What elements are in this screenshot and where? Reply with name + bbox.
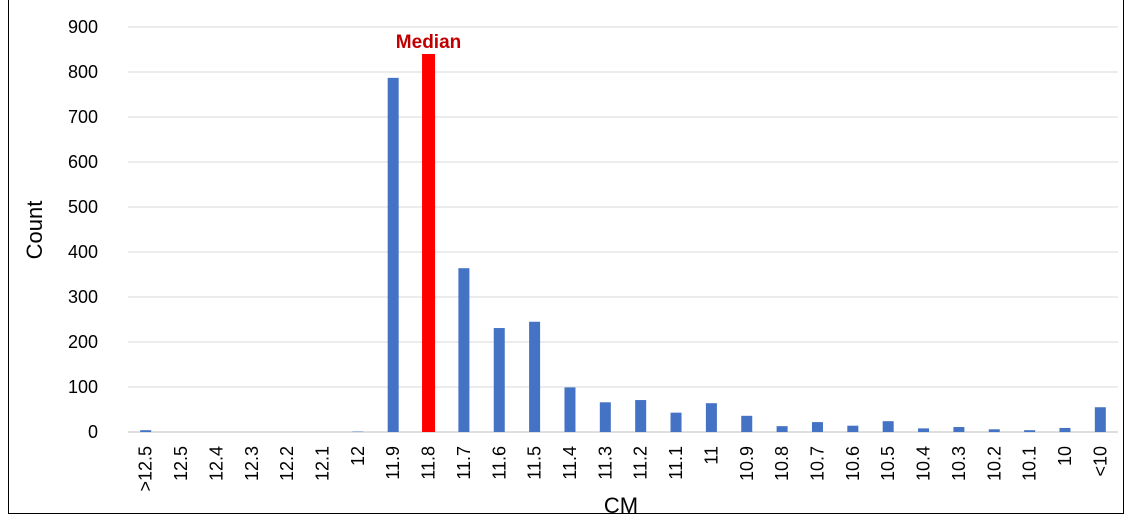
x-tick-label: 12.2: [277, 446, 297, 481]
y-tick-label: 300: [68, 287, 98, 307]
bar: [705, 403, 717, 432]
x-tick-label: 12: [348, 446, 368, 466]
bar: [493, 328, 505, 432]
x-tick-label: 11.1: [666, 446, 686, 480]
bar: [529, 321, 541, 432]
median-annotation: Median: [396, 32, 461, 53]
x-tick-label: <10: [1090, 446, 1110, 477]
x-tick-label: 11.8: [419, 446, 439, 480]
bar: [458, 268, 470, 432]
x-tick-label: 11: [701, 446, 721, 465]
x-tick-label: 11.3: [595, 446, 615, 480]
x-tick-label: 11.9: [383, 446, 403, 480]
gridlines: [128, 26, 1118, 433]
x-tick-label: 11.5: [525, 446, 545, 480]
bars: [140, 54, 1106, 432]
y-tick-label: 900: [68, 17, 98, 37]
bar: [387, 77, 399, 432]
x-tick-label: 10.3: [949, 446, 969, 481]
x-tick-label: 10.9: [737, 446, 757, 481]
bar: [140, 430, 152, 432]
y-tick-label: 600: [68, 152, 98, 172]
x-axis-title: CM: [604, 493, 638, 518]
x-tick-label: 12.1: [312, 446, 332, 481]
y-axis-title: Count: [22, 201, 47, 260]
x-tick-label: 12.3: [242, 446, 262, 481]
bar: [1024, 430, 1036, 432]
x-tick-label: 10.6: [843, 446, 863, 481]
bar: [988, 429, 1000, 432]
x-tick-label: 10.1: [1020, 446, 1040, 481]
chart-frame: [8, 0, 1124, 514]
x-tick-label: 11.6: [489, 446, 509, 480]
bar: [847, 425, 859, 432]
bar: [811, 422, 823, 432]
bar: [776, 426, 788, 432]
bar: [1094, 407, 1106, 432]
x-tick-label: 10.7: [807, 446, 827, 481]
bar: [599, 402, 611, 432]
x-axis-ticks: >12.5 12.5 12.4 12.3 12.2 12.1 12 11.9 11.8 11.7 1…: [136, 446, 1111, 492]
y-tick-label: 200: [68, 332, 98, 352]
x-tick-label: 11.7: [454, 446, 474, 480]
bar: [741, 415, 753, 432]
y-axis-ticks: 0 100 200 300 400 500 600 700 800 900: [68, 17, 98, 442]
x-tick-label: 10.4: [914, 446, 934, 481]
bar: [635, 400, 647, 432]
bar: [953, 427, 965, 432]
bar: [564, 387, 576, 432]
x-tick-label: 10.5: [878, 446, 898, 481]
y-tick-label: 700: [68, 107, 98, 127]
y-tick-label: 100: [68, 377, 98, 397]
x-tick-label: 12.5: [171, 446, 191, 481]
x-tick-label: 11.4: [560, 446, 580, 480]
bar-median: [422, 54, 436, 432]
y-tick-label: 0: [88, 422, 98, 442]
x-tick-label: >12.5: [136, 446, 156, 492]
bar: [1059, 427, 1071, 432]
x-tick-label: 12.4: [206, 446, 226, 481]
x-tick-label: 10.8: [772, 446, 792, 481]
x-tick-label: 11.2: [631, 446, 651, 480]
x-tick-label: 10.2: [984, 446, 1004, 481]
bar: [918, 428, 930, 432]
bar: [670, 412, 682, 432]
x-tick-label: 10: [1055, 446, 1075, 466]
y-tick-label: 500: [68, 197, 98, 217]
y-tick-label: 800: [68, 62, 98, 82]
bar: [882, 421, 894, 432]
y-tick-label: 400: [68, 242, 98, 262]
